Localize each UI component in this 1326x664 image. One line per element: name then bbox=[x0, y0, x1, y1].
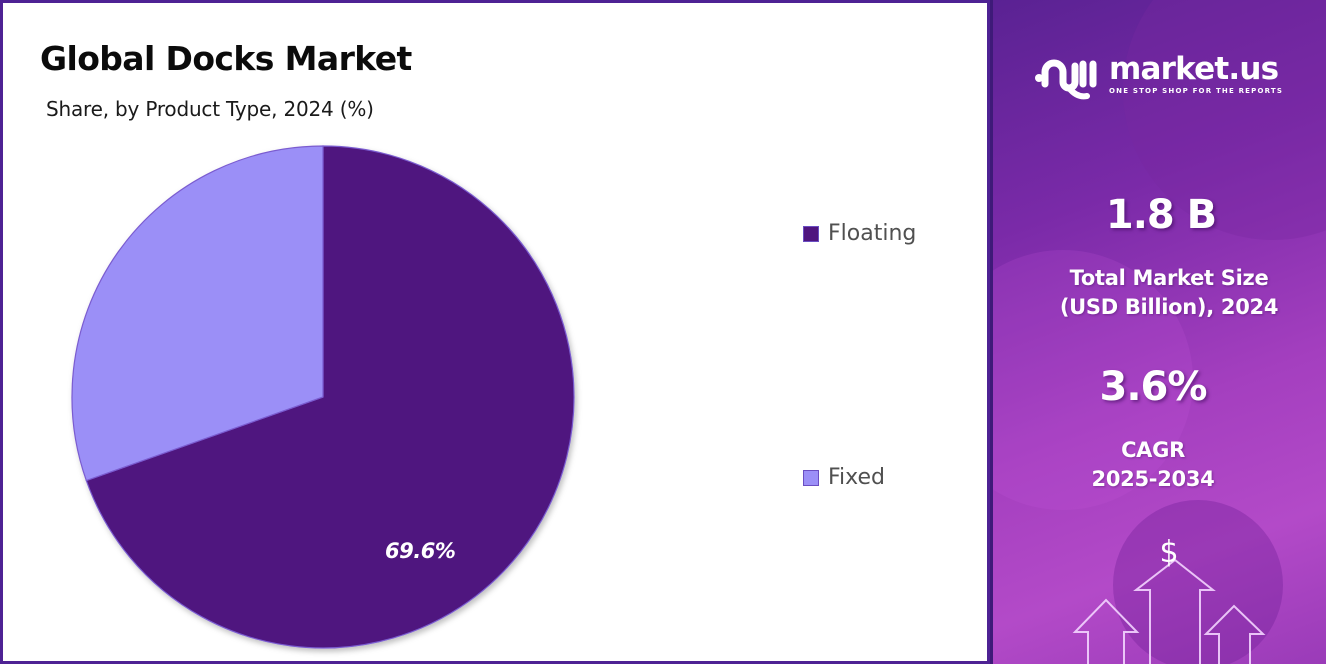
market-size-value: 1.8 B bbox=[1105, 192, 1217, 238]
chart-panel: Global Docks Market Share, by Product Ty… bbox=[0, 0, 990, 664]
arrow-up-icon bbox=[1203, 604, 1266, 664]
cagr-value: 3.6% bbox=[1099, 364, 1208, 410]
growth-arrows-illustration: $ bbox=[1072, 535, 1266, 664]
brand-logo[interactable]: market.us ONE STOP SHOP FOR THE REPORTS bbox=[1033, 48, 1283, 100]
market-size-label-line1: Total Market Size bbox=[1069, 266, 1269, 290]
cagr-label: CAGR bbox=[1121, 438, 1185, 462]
brand-tagline: ONE STOP SHOP FOR THE REPORTS bbox=[1109, 86, 1284, 95]
arrow-up-icon bbox=[1133, 558, 1216, 664]
legend-item-floating[interactable]: Floating bbox=[803, 221, 916, 246]
market-size-label-line2: (USD Billion), 2024 bbox=[1059, 295, 1279, 319]
legend-swatch-fixed bbox=[803, 469, 819, 486]
summary-sidebar: market.us ONE STOP SHOP FOR THE REPORTS … bbox=[990, 0, 1326, 664]
pie-slice-floating[interactable] bbox=[85, 145, 575, 649]
cagr-period: 2025-2034 bbox=[1091, 467, 1215, 491]
slice-label-floating: 69.6% bbox=[385, 539, 456, 563]
chart-title: Global Docks Market bbox=[40, 39, 412, 78]
brand-name: market.us bbox=[1109, 50, 1279, 87]
legend-label-floating: Floating bbox=[828, 221, 917, 246]
legend-swatch-floating bbox=[803, 225, 819, 242]
chart-subtitle: Share, by Product Type, 2024 (%) bbox=[46, 97, 374, 121]
background-decoration bbox=[1113, 500, 1283, 664]
pie-slice-fixed[interactable] bbox=[71, 145, 324, 482]
dollar-icon: $ bbox=[1159, 535, 1178, 570]
market-us-logo-icon bbox=[1035, 59, 1097, 100]
legend-label-fixed: Fixed bbox=[828, 465, 886, 490]
background-decoration bbox=[993, 250, 1193, 510]
pie-chart bbox=[71, 145, 575, 649]
arrow-up-icon bbox=[1072, 598, 1140, 664]
legend-item-fixed[interactable]: Fixed bbox=[803, 465, 885, 490]
